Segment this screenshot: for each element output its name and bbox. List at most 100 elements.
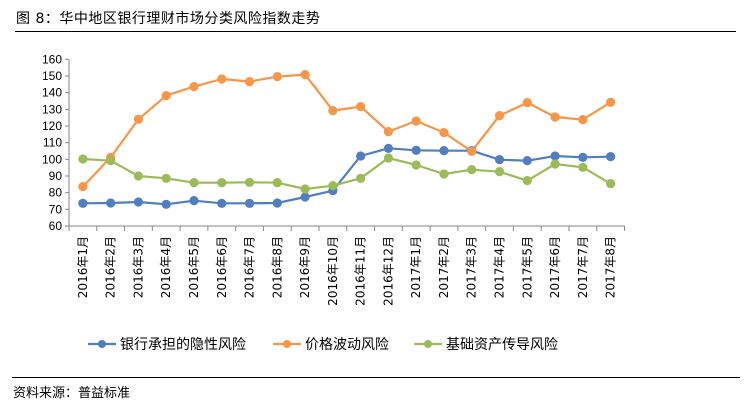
data-point bbox=[383, 153, 394, 163]
data-point bbox=[439, 169, 449, 179]
data-point bbox=[439, 128, 449, 138]
x-tick-labels: 2016年1月 2016年2月 2016年3月 2016年4月 2016年5月 2016年… bbox=[76, 236, 618, 306]
data-point bbox=[356, 102, 366, 112]
data-point bbox=[467, 165, 477, 175]
data-point bbox=[578, 115, 588, 125]
data-point bbox=[522, 156, 532, 166]
x-tick-label: 2016年10月 bbox=[326, 236, 340, 306]
source-note: 资料来源：普益标准 bbox=[13, 386, 131, 401]
data-point bbox=[606, 97, 616, 107]
data-point bbox=[300, 192, 310, 202]
y-tick-label: 130 bbox=[42, 102, 62, 116]
data-point bbox=[328, 106, 338, 116]
x-tick-label: 2017年2月 bbox=[437, 236, 451, 298]
legend-item-3: 基础资产传导风险 bbox=[414, 336, 558, 353]
data-point bbox=[244, 177, 255, 187]
legend-item-1: 银行承担的隐性风险 bbox=[88, 337, 246, 353]
legend-label: 价格波动风险 bbox=[305, 337, 389, 353]
data-point bbox=[78, 182, 88, 192]
x-tick-label: 2016年9月 bbox=[298, 236, 312, 298]
x-tick-label: 2017年6月 bbox=[548, 236, 562, 298]
data-point bbox=[161, 91, 171, 101]
data-point bbox=[244, 77, 255, 87]
data-point bbox=[272, 198, 282, 208]
data-point bbox=[494, 167, 505, 177]
y-tick-label: 80 bbox=[49, 186, 63, 200]
y-tick-label: 120 bbox=[42, 119, 62, 133]
data-point bbox=[411, 160, 421, 170]
data-point bbox=[133, 114, 144, 124]
data-point bbox=[272, 72, 282, 82]
data-point bbox=[106, 198, 116, 208]
data-point bbox=[78, 154, 88, 164]
data-point bbox=[161, 199, 171, 209]
axes bbox=[65, 58, 625, 231]
x-tick-label: 2017年7月 bbox=[576, 236, 590, 298]
data-point bbox=[106, 156, 116, 166]
x-tick-label: 2016年7月 bbox=[243, 236, 257, 298]
y-tick-label: 140 bbox=[42, 86, 62, 100]
data-point bbox=[550, 151, 560, 161]
x-tick-label: 2016年8月 bbox=[270, 236, 284, 298]
data-point bbox=[606, 152, 616, 162]
data-point bbox=[356, 151, 366, 161]
x-tick-label: 2017年8月 bbox=[604, 236, 618, 298]
data-point bbox=[550, 112, 560, 122]
x-tick-label: 2016年1月 bbox=[76, 236, 90, 298]
x-tick-label: 2017年5月 bbox=[520, 236, 534, 298]
x-tick-label: 2016年11月 bbox=[354, 236, 368, 306]
x-tick-label: 2016年5月 bbox=[187, 236, 201, 298]
legend-item-2: 价格波动风险 bbox=[273, 337, 389, 353]
data-point bbox=[78, 198, 88, 208]
y-tick-label: 160 bbox=[42, 52, 62, 66]
x-tick-label: 2016年4月 bbox=[159, 236, 173, 298]
legend-label: 银行承担的隐性风险 bbox=[120, 337, 246, 353]
figure-title: 图 8：华中地区银行理财市场分类风险指数走势 bbox=[16, 11, 321, 27]
y-tick-label: 60 bbox=[49, 219, 63, 233]
data-point bbox=[383, 127, 394, 137]
data-point bbox=[383, 143, 394, 153]
series-line-1 bbox=[82, 147, 611, 206]
data-point bbox=[217, 178, 227, 188]
data-point bbox=[189, 178, 199, 188]
y-tick-label: 110 bbox=[43, 136, 62, 150]
legend-marker-icon bbox=[424, 340, 432, 348]
y-tick-label: 90 bbox=[49, 169, 63, 183]
data-point bbox=[467, 146, 477, 156]
y-tick-labels: 60 70 80 90 100 110 120 130 140 150 160 bbox=[42, 52, 62, 233]
legend-marker-icon bbox=[283, 340, 291, 348]
data-point bbox=[217, 74, 227, 84]
data-point bbox=[411, 145, 421, 155]
title-divider bbox=[15, 31, 736, 32]
data-point bbox=[244, 198, 255, 208]
y-tick-label: 100 bbox=[42, 152, 62, 166]
x-tick-label: 2016年3月 bbox=[131, 236, 145, 298]
data-point bbox=[189, 82, 199, 92]
data-point bbox=[522, 98, 532, 108]
data-point bbox=[522, 176, 532, 186]
data-point bbox=[578, 152, 588, 162]
data-point bbox=[133, 171, 144, 181]
data-point bbox=[494, 111, 505, 121]
series-line-3 bbox=[82, 156, 612, 191]
data-point bbox=[217, 198, 227, 208]
x-tick-label: 2017年1月 bbox=[409, 236, 423, 298]
data-point bbox=[578, 162, 588, 172]
data-point bbox=[494, 155, 505, 165]
source-divider bbox=[12, 377, 740, 378]
data-point bbox=[300, 184, 310, 194]
y-tick-label: 70 bbox=[49, 202, 63, 216]
data-point bbox=[272, 178, 282, 188]
series-points bbox=[78, 70, 616, 209]
data-point bbox=[161, 173, 171, 183]
data-point bbox=[439, 146, 449, 156]
data-point bbox=[356, 173, 366, 183]
data-point bbox=[133, 197, 144, 207]
y-tick-label: 150 bbox=[42, 69, 62, 83]
data-point bbox=[189, 196, 199, 206]
series-lines bbox=[82, 73, 612, 206]
x-tick-label: 2016年12月 bbox=[381, 236, 395, 306]
x-tick-label: 2017年4月 bbox=[493, 236, 507, 298]
data-point bbox=[550, 159, 560, 169]
